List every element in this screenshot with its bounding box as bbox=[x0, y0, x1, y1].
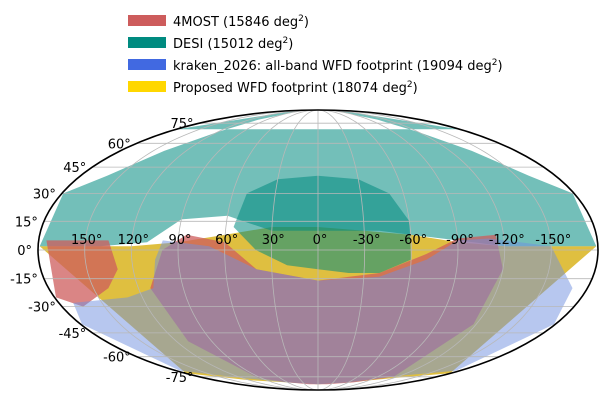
legend-item-kraken: kraken_2026: all-band WFD footprint (190… bbox=[128, 58, 503, 74]
lon-tick-label: 90° bbox=[168, 233, 191, 248]
legend-swatch-desi bbox=[128, 37, 166, 48]
lon-tick-label: -30° bbox=[353, 233, 381, 248]
legend-item-proposed-wfd: Proposed WFD footprint (18074 deg2) bbox=[128, 80, 418, 96]
lon-tick-label: -150° bbox=[535, 233, 571, 248]
lat-tick-label: 30° bbox=[33, 187, 56, 202]
lat-tick-label: -45° bbox=[59, 327, 87, 342]
lat-tick-label: 0° bbox=[17, 244, 32, 259]
graticule bbox=[38, 110, 598, 390]
legend: 4MOST (15846 deg2) DESI (15012 deg2) kra… bbox=[128, 14, 503, 96]
region-kraken-2026-all-band-wfd-footprint-5 bbox=[73, 238, 573, 385]
lat-tick-label: -15° bbox=[10, 273, 38, 288]
region-4most-4 bbox=[46, 240, 118, 307]
legend-label-kraken: kraken_2026: all-band WFD footprint (190… bbox=[173, 58, 503, 74]
latitude-tick-labels: 75° 60° 45° 30° 15° 0° -15° -30°-45° -60° -75° bbox=[10, 117, 193, 386]
lon-tick-label: 60° bbox=[215, 233, 238, 248]
lat-tick-label: -30° bbox=[28, 301, 56, 316]
lon-tick-label: 30° bbox=[262, 233, 285, 248]
legend-label-proposed-wfd: Proposed WFD footprint (18074 deg2) bbox=[173, 80, 418, 96]
lon-tick-label: -60° bbox=[399, 233, 427, 248]
legend-swatch-kraken bbox=[128, 59, 166, 70]
lon-tick-label: 0° bbox=[313, 233, 328, 248]
lon-tick-label: -120° bbox=[489, 233, 525, 248]
region-desi-2 bbox=[233, 175, 412, 273]
legend-item-4most: 4MOST (15846 deg2) bbox=[128, 14, 309, 30]
lon-tick-label: -90° bbox=[446, 233, 474, 248]
lon-tick-label: 120° bbox=[118, 233, 149, 248]
legend-label-4most: 4MOST (15846 deg2) bbox=[173, 14, 309, 30]
legend-swatch-proposed-wfd bbox=[128, 81, 166, 92]
legend-label-desi: DESI (15012 deg2) bbox=[173, 36, 293, 52]
longitude-tick-labels: 150° 120° 90° 60° 30° 0° -30° -60° -90° -120° -150… bbox=[71, 233, 571, 248]
legend-item-desi: DESI (15012 deg2) bbox=[128, 36, 293, 52]
map-boundary bbox=[37, 109, 599, 391]
lat-tick-label: 45° bbox=[63, 161, 86, 176]
lon-tick-label: 150° bbox=[71, 233, 102, 248]
lat-tick-label: 15° bbox=[15, 215, 38, 230]
lat-tick-label: 75° bbox=[170, 117, 193, 132]
lat-tick-label: 60° bbox=[108, 137, 131, 152]
legend-swatch-4most bbox=[128, 15, 166, 26]
lat-tick-label: -75° bbox=[166, 371, 194, 386]
lat-tick-label: -60° bbox=[103, 351, 131, 366]
